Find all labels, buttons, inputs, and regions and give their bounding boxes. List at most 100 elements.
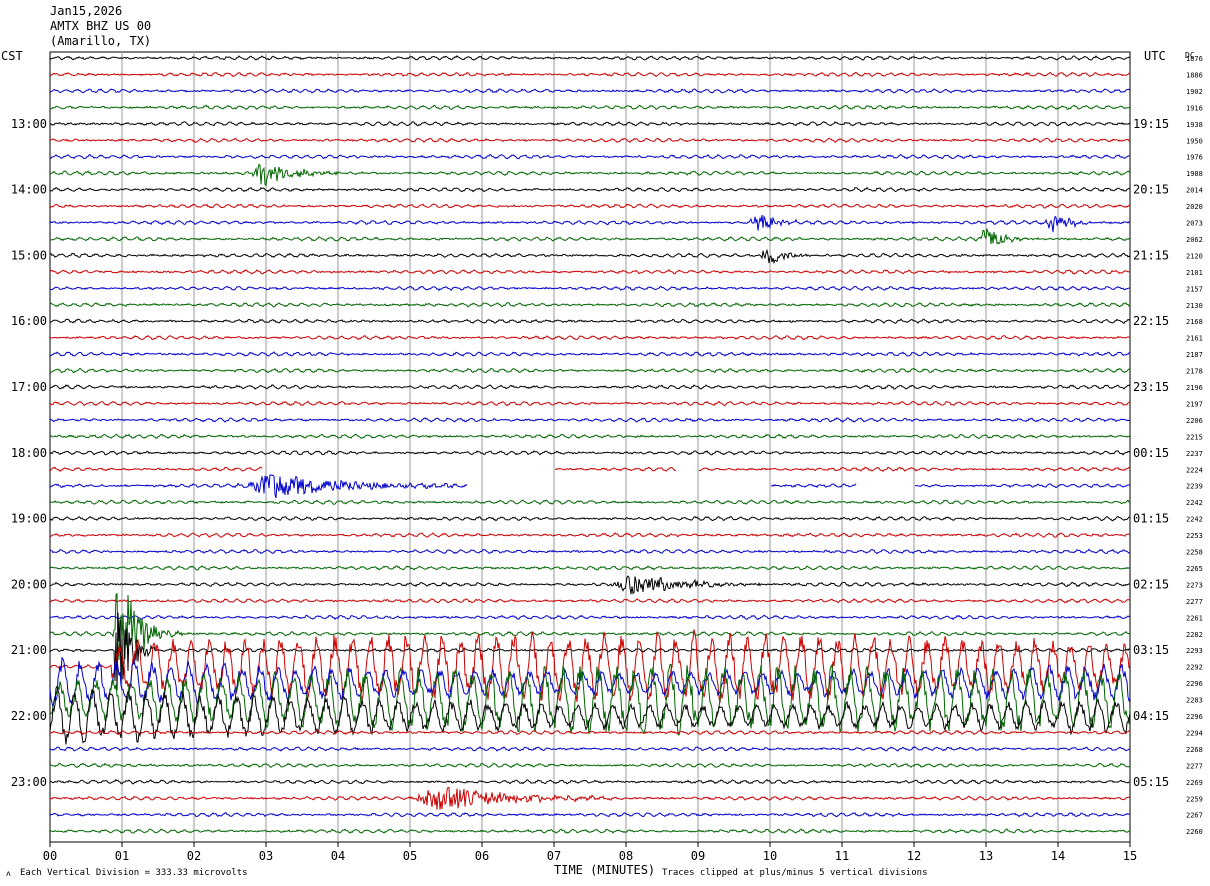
trace-line xyxy=(554,466,677,472)
dc-offset-label: 2237 xyxy=(1186,450,1203,458)
left-hour-label: 22:00 xyxy=(11,709,47,723)
x-tick-label: 11 xyxy=(835,849,849,863)
trace-line xyxy=(50,121,1131,127)
left-hour-label: 16:00 xyxy=(11,314,47,328)
trace-line xyxy=(49,532,1131,538)
trace-line xyxy=(49,268,1131,275)
x-tick-label: 05 xyxy=(403,849,417,863)
dc-offset-label: 2267 xyxy=(1186,812,1203,820)
x-tick-label: 04 xyxy=(331,849,345,863)
dc-offset-label: 2261 xyxy=(1186,614,1203,622)
right-hour-label: 20:15 xyxy=(1133,183,1169,197)
dc-offset-label: 2196 xyxy=(1186,384,1203,392)
x-tick-label: 14 xyxy=(1051,849,1065,863)
dc-offset-label: 2265 xyxy=(1186,565,1203,573)
x-tick-label: 10 xyxy=(763,849,777,863)
x-axis-title: TIME (MINUTES) xyxy=(554,863,655,877)
dc-offset-label: 2197 xyxy=(1186,400,1203,408)
location-label: (Amarillo, TX) xyxy=(50,34,151,48)
dc-offset-label: 2161 xyxy=(1186,335,1203,343)
left-hour-labels: 13:00 14:00 15:00 16:00 17:00 18:00 19:00 20:00… xyxy=(11,117,47,789)
trace-line xyxy=(49,400,1131,407)
dc-offset-label: 2020 xyxy=(1186,203,1203,211)
trace-line xyxy=(49,656,1131,708)
trace-line xyxy=(49,163,1131,187)
left-hour-label: 17:00 xyxy=(11,380,47,394)
dc-offset-label: 2277 xyxy=(1186,762,1203,770)
trace-line xyxy=(49,450,1131,456)
trace-line xyxy=(49,104,1131,111)
trace-line xyxy=(49,367,1131,374)
dc-offset-label: 1876 xyxy=(1186,55,1203,63)
dc-offset-label: 2253 xyxy=(1186,532,1203,540)
right-hour-labels: 19:15 20:15 21:15 22:15 23:15 00:15 01:15 02:15… xyxy=(1133,117,1169,789)
trace-line xyxy=(49,828,1131,834)
vertical-division-note: Each Vertical Division = 333.33 microvol… xyxy=(20,868,248,878)
trace-line xyxy=(49,565,1131,571)
left-hour-label: 14:00 xyxy=(11,183,47,197)
trace-line xyxy=(698,466,1131,473)
dc-offset-label: 2206 xyxy=(1186,417,1203,425)
trace-line xyxy=(49,778,1130,785)
dc-offset-label: 1938 xyxy=(1186,121,1203,129)
dc-offset-label: 2178 xyxy=(1186,368,1203,376)
dc-offset-label: 2293 xyxy=(1186,647,1203,655)
right-hour-label: 22:15 xyxy=(1133,314,1169,328)
trace-line xyxy=(49,433,1131,440)
dc-offset-label: 2014 xyxy=(1186,187,1203,195)
trace-line xyxy=(49,762,1131,769)
trace-line xyxy=(49,417,1131,423)
dc-offset-label: 2296 xyxy=(1186,713,1203,721)
trace-line xyxy=(49,137,1131,144)
dc-offset-label: 2283 xyxy=(1186,697,1203,705)
right-hour-label: 04:15 xyxy=(1133,709,1169,723)
dc-offset-label: 2292 xyxy=(1186,664,1203,672)
trace-line xyxy=(49,248,1131,265)
trace-line xyxy=(49,153,1130,160)
x-tick-label: 07 xyxy=(547,849,561,863)
right-hour-label: 03:15 xyxy=(1133,643,1169,657)
left-hour-label: 13:00 xyxy=(11,117,47,131)
dc-offset-label: 2157 xyxy=(1186,285,1203,293)
x-tick-label: 08 xyxy=(619,849,633,863)
dc-offset-label: 2269 xyxy=(1186,779,1203,787)
right-hour-label: 19:15 xyxy=(1133,117,1169,131)
footer-marker-icon: ʌ xyxy=(6,869,11,878)
dc-offset-label: 2062 xyxy=(1186,236,1203,244)
date-label: Jan15,2026 xyxy=(50,4,122,18)
right-hour-label: 05:15 xyxy=(1133,775,1169,789)
left-hour-label: 21:00 xyxy=(11,643,47,657)
dc-offset-label: 2130 xyxy=(1186,302,1203,310)
dc-offset-label: 1916 xyxy=(1186,104,1203,112)
x-tick-label: 13 xyxy=(979,849,993,863)
right-hour-label: 02:15 xyxy=(1133,577,1169,591)
trace-line xyxy=(49,786,1131,810)
left-hour-label: 20:00 xyxy=(11,577,47,591)
dc-offset-label: 2260 xyxy=(1186,828,1203,836)
dc-offset-label: 2258 xyxy=(1186,549,1203,557)
right-hour-label: 21:15 xyxy=(1133,248,1169,262)
x-tick-label: 02 xyxy=(187,849,201,863)
left-hour-label: 19:00 xyxy=(11,512,47,526)
dc-offset-label: 2073 xyxy=(1186,220,1203,228)
x-tick-label: 03 xyxy=(259,849,273,863)
x-tick-label: 12 xyxy=(907,849,921,863)
dc-offset-label: 2273 xyxy=(1186,581,1203,589)
dc-offset-label: 2168 xyxy=(1186,318,1203,326)
x-tick-label: 09 xyxy=(691,849,705,863)
x-tick-label: 15 xyxy=(1123,849,1137,863)
dc-offset-label: 2294 xyxy=(1186,729,1203,737)
minute-gridlines xyxy=(49,51,1131,843)
trace-line xyxy=(49,318,1131,325)
right-hour-label: 01:15 xyxy=(1133,512,1169,526)
dc-column-label: DC xyxy=(1185,51,1195,60)
dc-offset-label: 2277 xyxy=(1186,598,1203,606)
trace-line xyxy=(49,285,1131,292)
x-tick-label: 00 xyxy=(43,849,57,863)
trace-line xyxy=(49,592,1131,661)
chart-frame xyxy=(49,51,1131,843)
dc-offset-label: 2268 xyxy=(1186,746,1203,754)
dc-offset-label: 2242 xyxy=(1186,516,1203,524)
trace-line xyxy=(50,629,1131,704)
trace-line xyxy=(49,186,1131,193)
